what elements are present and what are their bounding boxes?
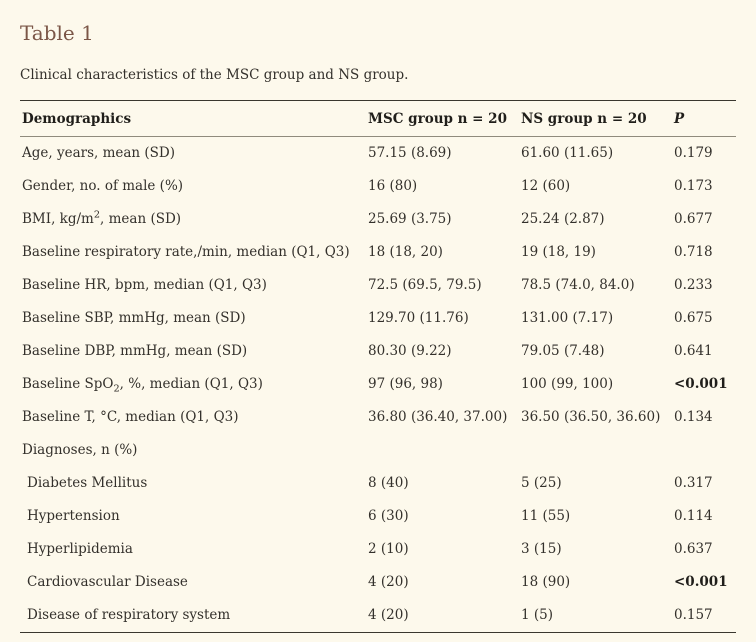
msc-value-cell: 97 (96, 98) <box>368 376 443 392</box>
ns-value-cell: 25.24 (2.87) <box>521 211 605 227</box>
table-title: Table 1 <box>20 21 94 45</box>
msc-value-cell: 129.70 (11.76) <box>368 310 469 326</box>
clinical-characteristics-table: Demographics MSC group n = 20 NS group n… <box>20 100 736 633</box>
msc-value-cell: 16 (80) <box>368 178 418 194</box>
row-label: Baseline SpO2, %, median (Q1, Q3) <box>22 376 263 395</box>
table-row: Baseline SpO2, %, median (Q1, Q3) 97 (96,… <box>20 368 736 401</box>
table-row: Baseline T, °C, median (Q1, Q3) 36.80 (36… <box>20 401 736 434</box>
table-row: Hyperlipidemia 2 (10) 3 (15) 0.637 <box>20 533 736 566</box>
table-row: Disease of respiratory system 4 (20) 1 (5)… <box>20 599 736 633</box>
ns-value-cell: 19 (18, 19) <box>521 244 596 260</box>
row-label: Baseline respiratory rate,/min, median (… <box>22 244 350 260</box>
msc-value-cell: 72.5 (69.5, 79.5) <box>368 277 482 293</box>
row-label: Baseline HR, bpm, median (Q1, Q3) <box>22 277 267 293</box>
msc-value-cell: 18 (18, 20) <box>368 244 443 260</box>
column-header-msc-group: MSC group n = 20 <box>366 100 519 137</box>
ns-value-cell: 79.05 (7.48) <box>521 343 605 359</box>
table-row: Cardiovascular Disease 4 (20) 18 (90) <0.00… <box>20 566 736 599</box>
p-value-cell: 0.157 <box>674 607 713 623</box>
ns-value-cell: 11 (55) <box>521 508 571 524</box>
ns-value-cell: 3 (15) <box>521 541 562 557</box>
p-value-cell: 0.179 <box>674 145 713 161</box>
msc-value-cell: 4 (20) <box>368 574 409 590</box>
ns-value-cell: 12 (60) <box>521 178 571 194</box>
msc-value-cell: 25.69 (3.75) <box>368 211 452 227</box>
row-label: Cardiovascular Disease <box>27 574 188 590</box>
table-row: Baseline respiratory rate,/min, median (… <box>20 236 736 269</box>
table-row: Baseline HR, bpm, median (Q1, Q3) 72.5 (6… <box>20 269 736 302</box>
p-value-cell: 0.718 <box>674 244 713 260</box>
row-label: BMI, kg/m2, mean (SD) <box>22 209 182 227</box>
ns-value-cell: 61.60 (11.65) <box>521 145 614 161</box>
p-value-cell: <0.001 <box>674 376 728 392</box>
ns-value-cell: 36.50 (36.50, 36.60) <box>521 409 661 425</box>
p-value-cell: 0.641 <box>674 343 713 359</box>
ns-value-cell <box>519 434 672 467</box>
row-label: Gender, no. of male (%) <box>22 178 184 194</box>
table-row: Hypertension 6 (30) 11 (55) 0.114 <box>20 500 736 533</box>
table-row: BMI, kg/m2, mean (SD) 25.69 (3.75) 25.24 (… <box>20 203 736 236</box>
table-row: Age, years, mean (SD) 57.15 (8.69) 61.60 (… <box>20 137 736 171</box>
table-body: Age, years, mean (SD) 57.15 (8.69) 61.60 (… <box>20 137 736 633</box>
row-label: Hyperlipidemia <box>27 541 133 557</box>
row-label: Baseline SBP, mmHg, mean (SD) <box>22 310 246 326</box>
p-value-cell: 0.637 <box>674 541 713 557</box>
p-value-cell <box>672 434 736 467</box>
row-label: Age, years, mean (SD) <box>22 145 176 161</box>
p-value-cell: 0.134 <box>674 409 713 425</box>
row-label: Diabetes Mellitus <box>27 475 148 491</box>
ns-value-cell: 1 (5) <box>521 607 554 623</box>
msc-value-cell: 8 (40) <box>368 475 409 491</box>
row-label: Disease of respiratory system <box>27 607 231 623</box>
ns-value-cell: 5 (25) <box>521 475 562 491</box>
p-value-cell: 0.677 <box>674 211 713 227</box>
ns-value-cell: 131.00 (7.17) <box>521 310 614 326</box>
msc-value-cell: 4 (20) <box>368 607 409 623</box>
p-value-cell: <0.001 <box>674 574 728 590</box>
table-header: Demographics MSC group n = 20 NS group n… <box>20 100 736 137</box>
p-value-cell: 0.317 <box>674 475 713 491</box>
msc-value-cell: 6 (30) <box>368 508 409 524</box>
p-value-cell: 0.173 <box>674 178 713 194</box>
table-row: Baseline SBP, mmHg, mean (SD) 129.70 (11.… <box>20 302 736 335</box>
p-value-cell: 0.233 <box>674 277 713 293</box>
p-value-cell: 0.114 <box>674 508 713 524</box>
ns-value-cell: 100 (99, 100) <box>521 376 614 392</box>
table-row: Gender, no. of male (%) 16 (80) 12 (60) 0.1… <box>20 170 736 203</box>
table-row: Diabetes Mellitus 8 (40) 5 (25) 0.317 <box>20 467 736 500</box>
table-row: Baseline DBP, mmHg, mean (SD) 80.30 (9.22… <box>20 335 736 368</box>
section-row: Diagnoses, n (%) <box>20 434 736 467</box>
row-label: Baseline T, °C, median (Q1, Q3) <box>22 409 239 425</box>
column-header-demographics: Demographics <box>20 100 366 137</box>
ns-value-cell: 78.5 (74.0, 84.0) <box>521 277 635 293</box>
table-caption: Clinical characteristics of the MSC grou… <box>20 67 409 83</box>
column-header-ns-group: NS group n = 20 <box>519 100 672 137</box>
row-label: Hypertension <box>27 508 120 524</box>
msc-value-cell: 57.15 (8.69) <box>368 145 452 161</box>
ns-value-cell: 18 (90) <box>521 574 571 590</box>
column-header-p-value: P <box>672 100 736 137</box>
msc-value-cell <box>366 434 519 467</box>
msc-value-cell: 36.80 (36.40, 37.00) <box>368 409 508 425</box>
header-row: Demographics MSC group n = 20 NS group n… <box>20 100 736 137</box>
p-value-cell: 0.675 <box>674 310 713 326</box>
row-label: Baseline DBP, mmHg, mean (SD) <box>22 343 248 359</box>
msc-value-cell: 80.30 (9.22) <box>368 343 452 359</box>
row-label: Diagnoses, n (%) <box>22 442 138 458</box>
msc-value-cell: 2 (10) <box>368 541 409 557</box>
